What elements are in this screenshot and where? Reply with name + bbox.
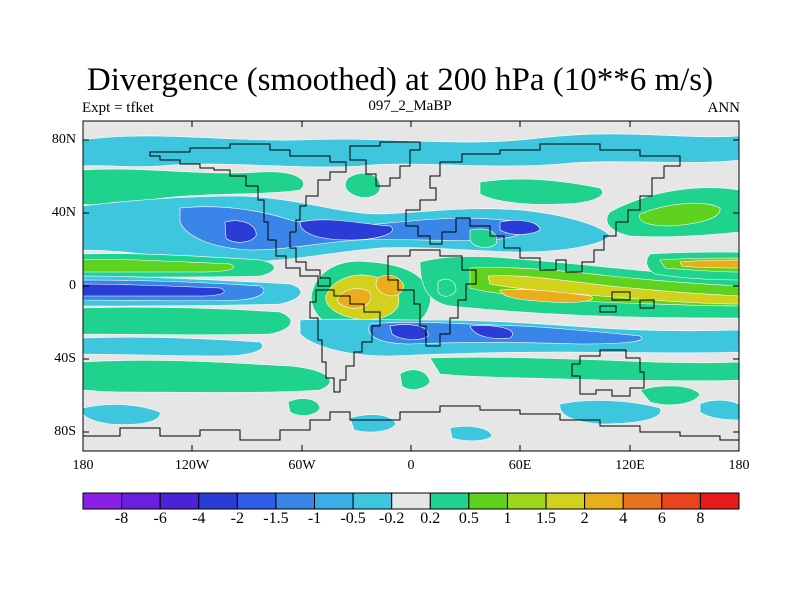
colorbar-label: -1 bbox=[307, 510, 322, 527]
contour-region bbox=[437, 278, 457, 297]
contour-region bbox=[337, 288, 372, 309]
colorbar-label: -8 bbox=[114, 510, 129, 527]
season-label: ANN bbox=[707, 100, 741, 116]
lon-label-0: 0 bbox=[407, 458, 415, 473]
contour-region bbox=[83, 306, 292, 336]
colorbar-box bbox=[584, 492, 624, 510]
colorbar-box bbox=[622, 492, 663, 510]
colorbar-box bbox=[314, 492, 354, 510]
contour-region bbox=[639, 202, 721, 227]
south-america-coast bbox=[309, 289, 381, 393]
lon-label-180e: 180 bbox=[728, 458, 750, 473]
contour-region bbox=[83, 360, 331, 393]
lon-label-60e: 60E bbox=[508, 458, 532, 473]
chart-title: Divergence (smoothed) at 200 hPa (10**6 … bbox=[86, 62, 714, 98]
colorbar-box bbox=[121, 492, 161, 510]
contour-region bbox=[224, 220, 257, 243]
colorbar-box bbox=[275, 492, 316, 510]
contour-region bbox=[83, 336, 263, 357]
contour-region bbox=[399, 369, 431, 390]
australia-coast bbox=[571, 349, 645, 397]
colorbar-box bbox=[236, 492, 277, 510]
contour-region bbox=[479, 178, 603, 205]
lon-label-120e: 120E bbox=[615, 458, 645, 473]
case-label: 097_2_MaBP bbox=[368, 98, 452, 114]
lon-label-180w: 180 bbox=[72, 458, 94, 473]
contour-region bbox=[83, 283, 225, 297]
colorbar-label: 1.5 bbox=[536, 510, 557, 527]
lat-ticks bbox=[83, 139, 739, 433]
coastlines bbox=[83, 141, 739, 441]
colorbar-label: 2 bbox=[580, 510, 589, 527]
contour-field bbox=[83, 121, 739, 451]
north-america-coast bbox=[149, 143, 347, 287]
colorbar-label: 1 bbox=[503, 510, 512, 527]
colorbar-box bbox=[198, 492, 238, 510]
contour-region bbox=[499, 289, 593, 303]
antarctica-coast bbox=[83, 405, 739, 441]
colorbar-box bbox=[429, 492, 470, 510]
contour-region bbox=[469, 325, 513, 339]
colorbar-box bbox=[82, 492, 123, 510]
lat-label-80n: 80N bbox=[51, 132, 76, 147]
lat-label-eq: 0 bbox=[69, 278, 76, 293]
contour-region bbox=[429, 356, 739, 382]
colorbar-label: -2 bbox=[230, 510, 244, 527]
eurasia-coast bbox=[405, 143, 681, 273]
colorbar-box bbox=[391, 492, 431, 510]
contour-region bbox=[299, 219, 393, 241]
contour-region bbox=[349, 414, 397, 433]
lat-label-40n: 40N bbox=[51, 205, 76, 220]
contour-region bbox=[83, 259, 235, 273]
colorbar-box bbox=[699, 492, 740, 510]
contour-region bbox=[389, 324, 429, 340]
colorbar-label: -0.5 bbox=[340, 510, 366, 527]
contour-region bbox=[639, 385, 701, 406]
greenland-coast bbox=[349, 141, 421, 187]
colorbar-box bbox=[661, 492, 701, 510]
contour-region bbox=[499, 220, 541, 235]
contour-region bbox=[699, 399, 739, 421]
colorbar-box bbox=[352, 492, 393, 510]
contour-region bbox=[287, 398, 321, 416]
lat-label-80s: 80S bbox=[54, 424, 76, 439]
colorbar-label: 8 bbox=[696, 510, 705, 527]
colorbar-label: -1.5 bbox=[263, 510, 289, 527]
lon-ticks bbox=[191, 121, 631, 451]
africa-coast bbox=[387, 249, 477, 347]
contour-region bbox=[679, 259, 739, 269]
contour-region bbox=[559, 400, 662, 425]
experiment-label: Expt = tfket bbox=[82, 100, 154, 116]
colorbar-box bbox=[506, 492, 547, 510]
colorbar-label: -6 bbox=[153, 510, 167, 527]
colorbar-box bbox=[545, 492, 586, 510]
contour-region bbox=[449, 426, 493, 442]
colorbar-label: 4 bbox=[619, 510, 628, 527]
colorbar-label: 6 bbox=[657, 510, 666, 527]
colorbar-label: 0.5 bbox=[458, 510, 479, 527]
colorbar bbox=[82, 492, 740, 510]
colorbar-box bbox=[468, 492, 508, 510]
contour-region bbox=[83, 404, 161, 425]
indonesia-coast bbox=[599, 291, 655, 313]
colorbar-label: 0.2 bbox=[420, 510, 441, 527]
colorbar-label: -0.2 bbox=[379, 510, 405, 527]
lon-label-60w: 60W bbox=[288, 458, 316, 473]
lat-label-40s: 40S bbox=[54, 351, 76, 366]
colorbar-box bbox=[159, 492, 200, 510]
colorbar-label: -4 bbox=[192, 510, 206, 527]
lon-label-120w: 120W bbox=[174, 458, 210, 473]
